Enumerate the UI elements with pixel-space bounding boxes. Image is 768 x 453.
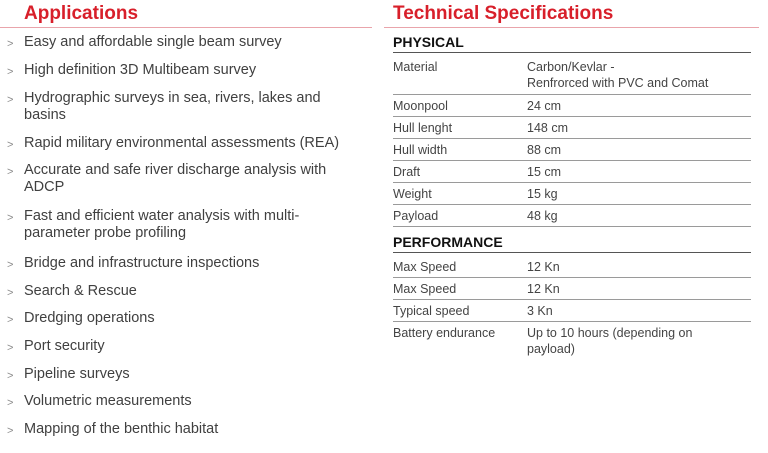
table-row: Hull width 88 cm — [393, 142, 751, 161]
spec-key: Material — [393, 60, 438, 74]
spec-value: 12 Kn — [527, 260, 560, 274]
spec-key: Payload — [393, 209, 439, 223]
chevron-right-icon: > — [7, 259, 14, 271]
spec-value: Up to 10 hours (depending on payload) — [527, 326, 693, 356]
chevron-right-icon: > — [7, 314, 14, 326]
chevron-right-icon: > — [7, 166, 14, 178]
chevron-right-icon: > — [7, 425, 14, 437]
chevron-right-icon: > — [7, 212, 14, 224]
table-row: Max Speed 12 Kn — [393, 281, 751, 300]
spec-key: Typical speed — [393, 304, 470, 318]
spec-key: Draft — [393, 165, 421, 179]
specifications-section: Technical Specifications — [384, 0, 768, 28]
chevron-right-icon: > — [7, 139, 14, 151]
spec-key: Hull lenght — [393, 121, 453, 135]
table-row: Max Speed 12 Kn — [393, 259, 751, 278]
spec-value: 12 Kn — [527, 282, 560, 296]
spec-key: Max Speed — [393, 260, 457, 274]
table-row: Weight 15 kg — [393, 186, 751, 205]
spec-value: 15 kg — [527, 187, 558, 201]
spec-value: 24 cm — [527, 99, 562, 113]
table-row: Hull lenght 148 cm — [393, 120, 751, 139]
table-row: Typical speed 3 Kn — [393, 303, 751, 322]
chevron-right-icon: > — [7, 94, 14, 106]
table-row: Material Carbon/Kevlar - Renfrorced with… — [393, 59, 751, 95]
specifications-title: Technical Specifications — [384, 0, 759, 28]
spec-value: 148 cm — [527, 121, 568, 135]
chevron-right-icon: > — [7, 66, 14, 78]
applications-section: Applications > Easy and affordable single… — [0, 0, 372, 437]
performance-heading: PERFORMANCE — [393, 234, 751, 253]
chevron-right-icon: > — [7, 342, 14, 354]
spec-value: 15 cm — [527, 165, 562, 179]
spec-key: Moonpool — [393, 99, 448, 113]
table-row: Battery endurance Up to 10 hours (depend… — [393, 325, 751, 359]
spec-key: Max Speed — [393, 282, 457, 296]
chevron-right-icon: > — [7, 397, 14, 409]
spec-key: Hull width — [393, 143, 448, 157]
spec-value: Carbon/Kevlar - Renfrorced with PVC and … — [527, 60, 709, 90]
chevron-right-icon: > — [7, 370, 14, 382]
applications-title: Applications — [0, 0, 372, 28]
physical-heading: PHYSICAL — [393, 34, 751, 53]
table-row: Draft 15 cm — [393, 164, 751, 183]
table-row: Moonpool 24 cm — [393, 98, 751, 117]
spec-value: 3 Kn — [527, 304, 553, 318]
spec-value: 88 cm — [527, 143, 562, 157]
spec-key: Weight — [393, 187, 432, 201]
spec-key: Battery endurance — [393, 326, 496, 340]
spec-value: 48 kg — [527, 209, 558, 223]
table-row: Payload 48 kg — [393, 208, 751, 227]
chevron-right-icon: > — [7, 287, 14, 299]
chevron-right-icon: > — [7, 38, 14, 50]
